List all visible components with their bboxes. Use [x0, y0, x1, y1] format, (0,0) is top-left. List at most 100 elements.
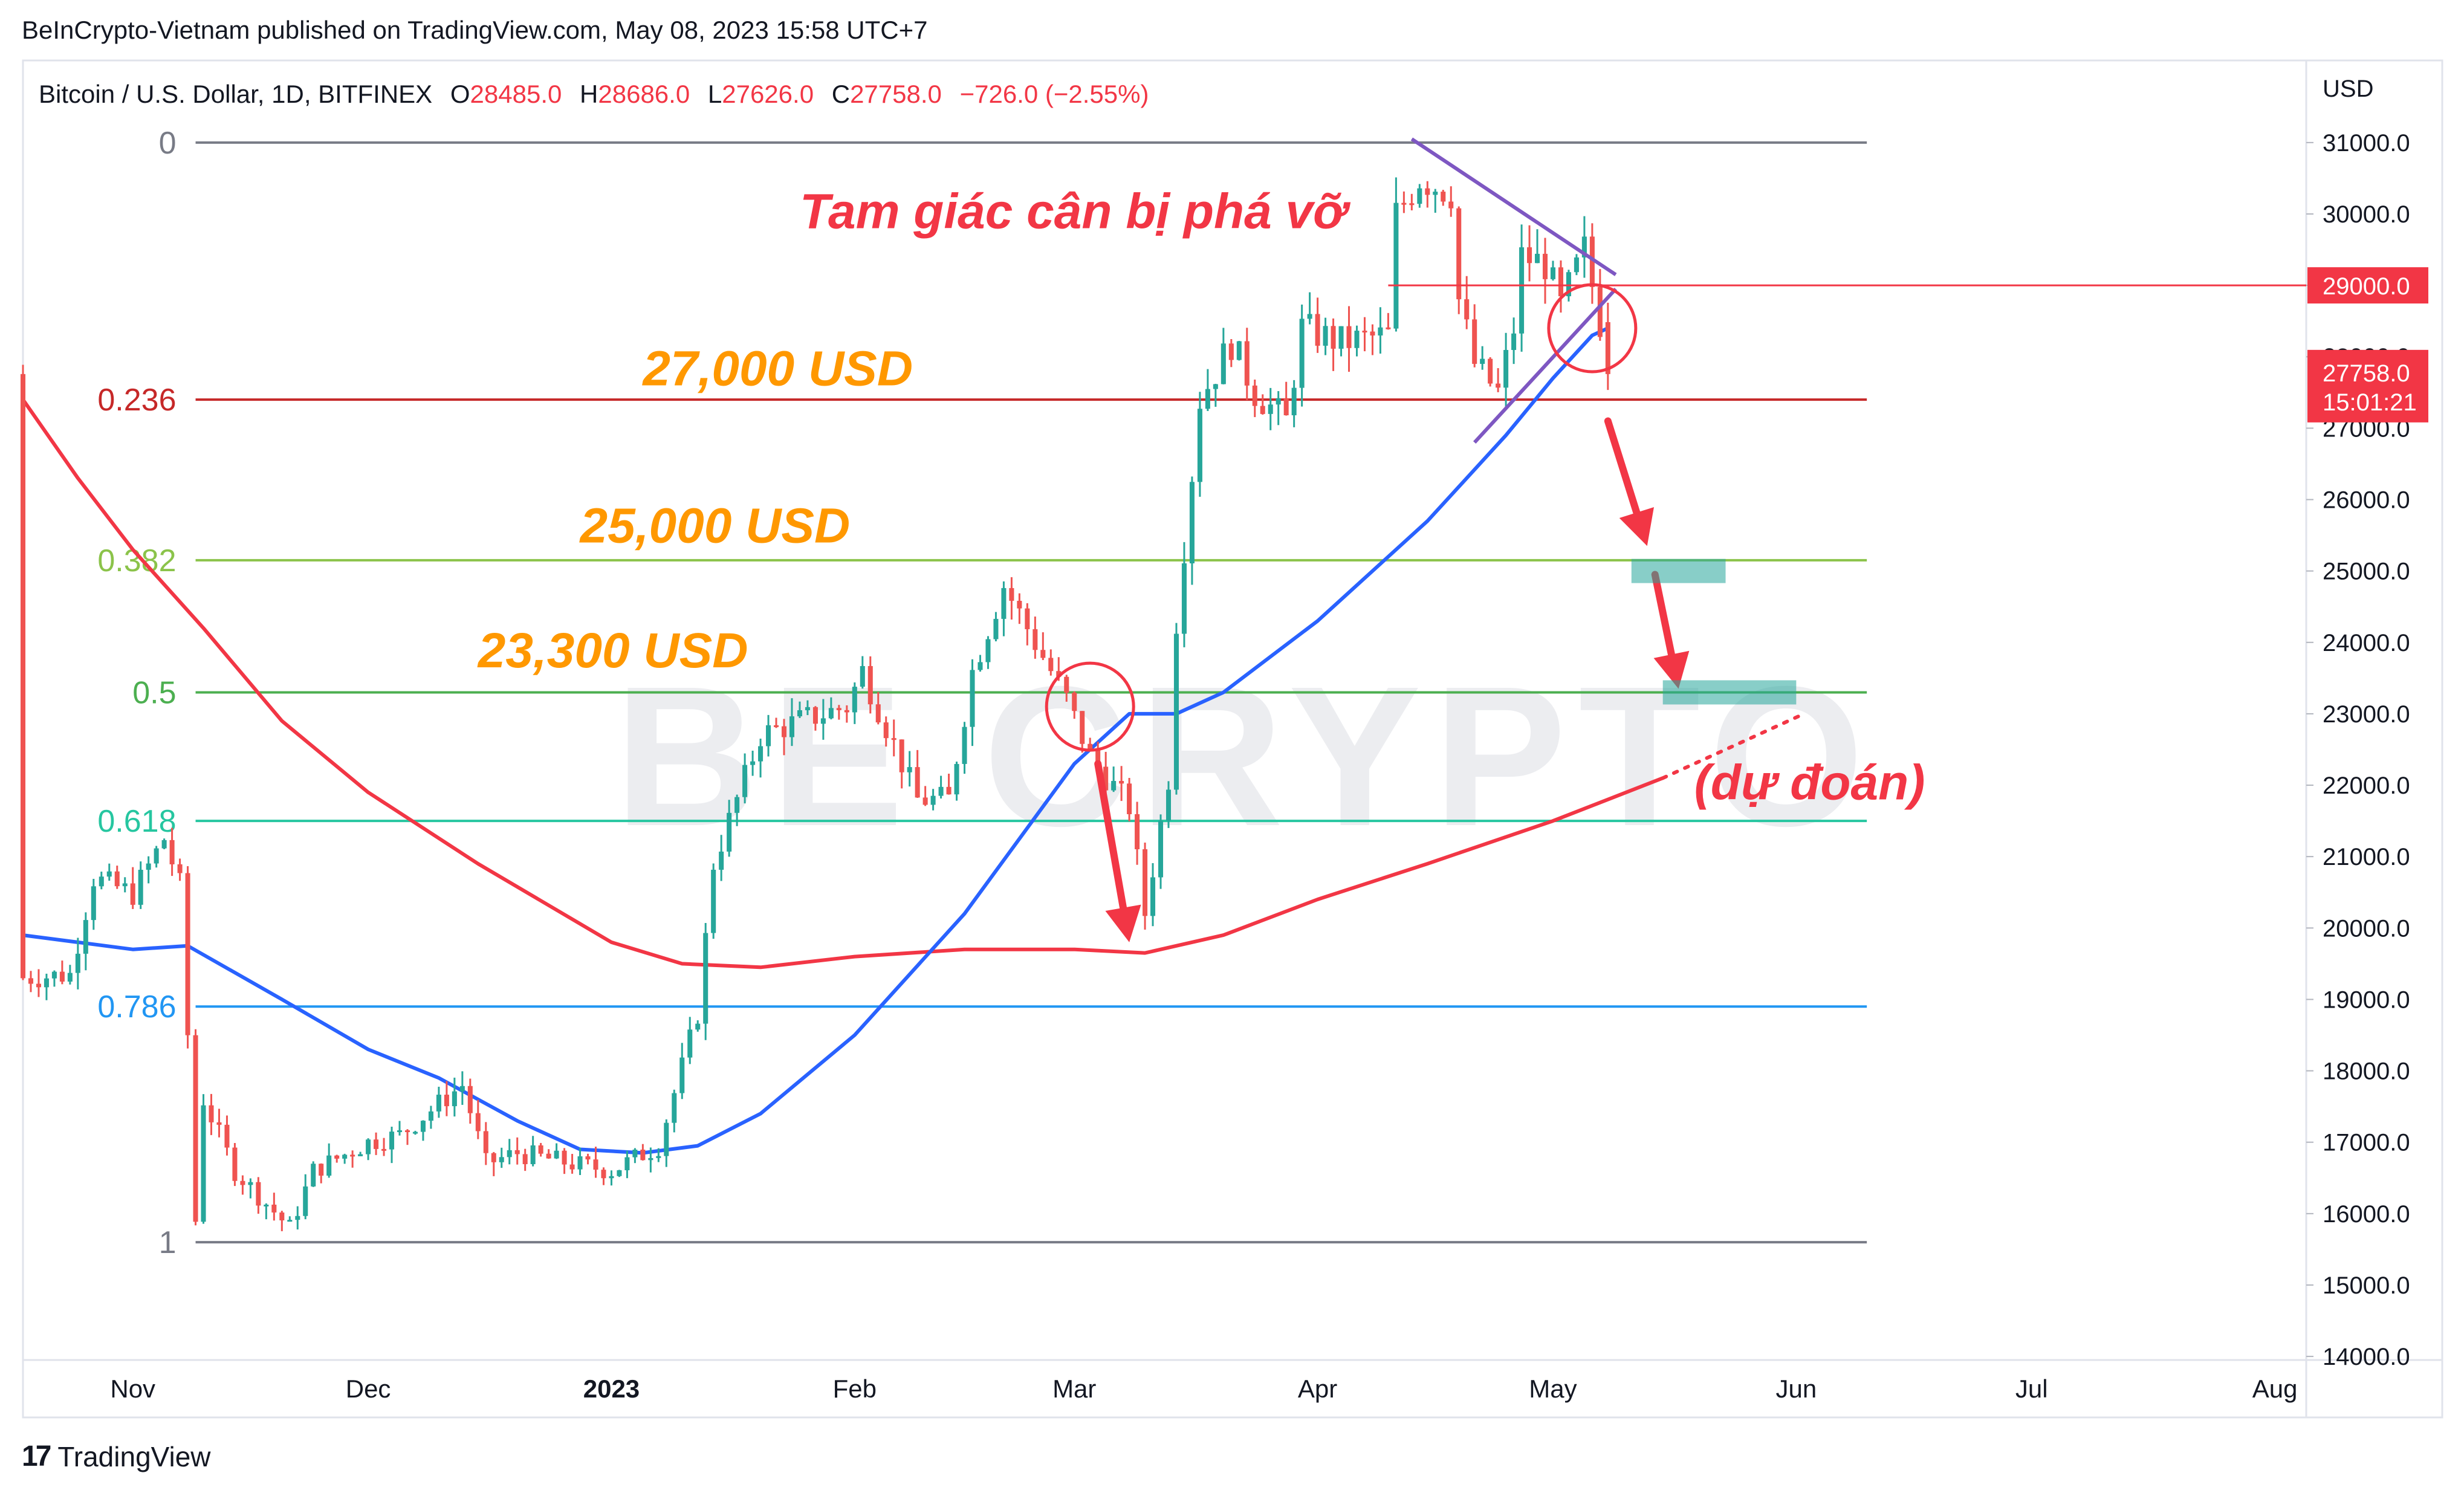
candle-body: [1119, 781, 1124, 784]
price-tick-label: 16000.0: [2323, 1201, 2410, 1228]
candle-body: [773, 725, 779, 727]
candle-up: [264, 1203, 269, 1220]
candle-up: [954, 762, 959, 801]
candle-body: [1236, 341, 1242, 360]
candle-down: [1496, 368, 1501, 392]
breakout-circle: [1547, 283, 1638, 374]
candle-up: [977, 655, 983, 672]
candle-body: [1574, 257, 1579, 273]
price-axis[interactable]: USD 14000.0 15000.0 16000.0 17000.0 18000.0 1…: [2306, 76, 2428, 1370]
fib-label: 1: [159, 1225, 177, 1260]
candle-down: [216, 1109, 222, 1138]
candle-body: [1338, 326, 1344, 349]
candle-body: [44, 978, 49, 988]
candle-body: [20, 374, 26, 979]
close-label: C: [831, 80, 851, 108]
candle-body: [648, 1158, 653, 1161]
candle-body: [1378, 327, 1383, 336]
candle-up: [146, 856, 151, 884]
candle-up: [303, 1174, 308, 1220]
candle-down: [1386, 312, 1391, 330]
time-tick-label: Apr: [1298, 1375, 1337, 1403]
candle-up: [1181, 542, 1187, 647]
candle-down: [319, 1163, 324, 1184]
candle-body: [287, 1220, 293, 1222]
candle-body: [1496, 383, 1501, 388]
candle-up: [727, 800, 732, 857]
candle-up: [326, 1143, 332, 1178]
candle-body: [609, 1176, 614, 1179]
candle-body: [1417, 188, 1422, 204]
candle-body: [138, 869, 143, 905]
candle-down: [1605, 302, 1610, 390]
candle-body: [1362, 331, 1367, 333]
candle-body: [185, 873, 190, 1035]
candle-up: [1433, 189, 1438, 213]
candles: [20, 177, 1610, 1231]
candle-body: [828, 708, 834, 719]
symbol-legend: Bitcoin / U.S. Dollar, 1D, BITFINEX O284…: [39, 80, 1149, 109]
candle-body: [507, 1150, 512, 1158]
candle-down: [593, 1147, 598, 1178]
candle-up: [51, 970, 57, 987]
candle-body: [1056, 671, 1062, 677]
candle-body: [891, 738, 896, 740]
candle-body: [444, 1095, 449, 1107]
candle-up: [1534, 229, 1540, 264]
candle-body: [1472, 319, 1477, 364]
candle-body: [83, 920, 88, 954]
candle-down: [562, 1148, 567, 1174]
candle-down: [1441, 190, 1446, 206]
candle-up: [1299, 304, 1305, 407]
candle-body: [1001, 588, 1007, 619]
candle-down: [1589, 223, 1595, 304]
candle-body: [812, 707, 818, 724]
candle-body: [1111, 781, 1117, 791]
candle-down: [1143, 843, 1148, 930]
candle-up: [1307, 292, 1312, 325]
candle-down: [193, 1029, 198, 1226]
candle-down: [922, 786, 928, 806]
time-tick-label: May: [1529, 1375, 1577, 1403]
candle-down: [1331, 318, 1336, 371]
candle-body: [679, 1057, 685, 1093]
candle-body: [1315, 314, 1320, 346]
arrow-shaft: [1094, 760, 1127, 912]
candle-body: [1331, 326, 1336, 349]
candle-down: [1409, 193, 1415, 211]
candle-body: [750, 761, 756, 765]
candle-body: [1425, 188, 1430, 195]
candle-body: [1323, 326, 1328, 346]
candle-body: [883, 722, 889, 739]
candle-body: [311, 1164, 316, 1187]
candle-down: [381, 1138, 387, 1156]
candle-down: [1456, 206, 1462, 314]
candle-up: [695, 1020, 701, 1032]
candle-down: [1127, 778, 1132, 821]
candle-body: [852, 687, 857, 713]
candle-up: [507, 1139, 512, 1165]
candle-body: [624, 1157, 630, 1171]
candle-up: [75, 937, 80, 989]
candle-up: [1378, 307, 1383, 354]
candle-body: [1189, 482, 1195, 563]
candle-body: [867, 665, 873, 705]
time-tick-label: Jun: [1775, 1375, 1817, 1403]
candle-up: [1236, 340, 1242, 361]
candle-body: [1542, 253, 1548, 279]
current-price-tag: [2307, 349, 2428, 423]
candle-body: [452, 1091, 457, 1107]
candle-body: [59, 971, 65, 982]
candle-body: [91, 886, 96, 921]
candle-body: [797, 710, 802, 717]
fib-label: 0.618: [97, 804, 176, 839]
candle-down: [279, 1211, 285, 1231]
candle-body: [51, 971, 57, 979]
candle-down: [1064, 675, 1069, 702]
candle-up: [985, 636, 991, 669]
arrow-shaft: [1604, 417, 1641, 516]
candle-body: [499, 1157, 504, 1162]
candle-down: [1401, 191, 1407, 213]
time-axis[interactable]: Nov Dec 2023 Feb Mar Apr May Jun Jul Aug: [110, 1375, 2297, 1403]
